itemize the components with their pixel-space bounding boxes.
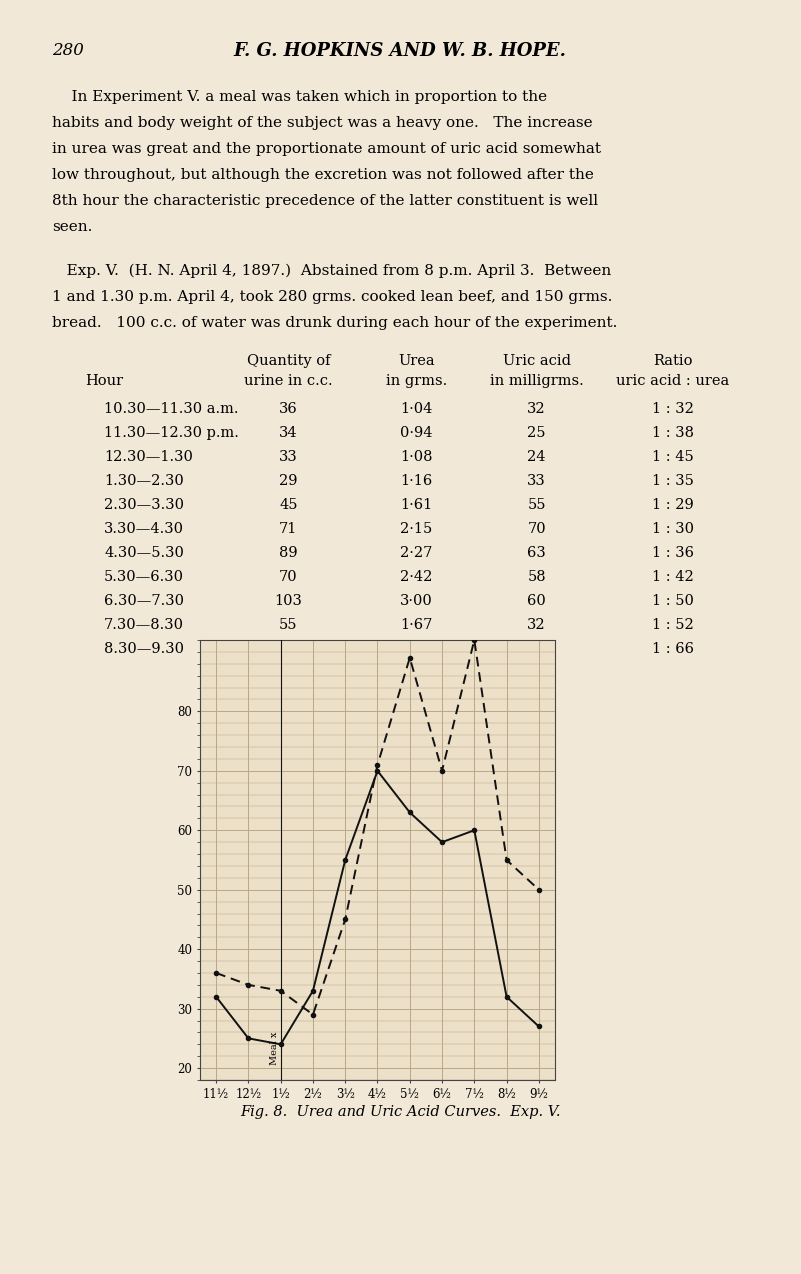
Text: habits and body weight of the subject was a heavy one.   The increase: habits and body weight of the subject wa… xyxy=(52,116,593,130)
Text: seen.: seen. xyxy=(52,220,92,234)
Text: 1 and 1.30 p.m. April 4, took 280 grms. cooked lean beef, and 150 grms.: 1 and 1.30 p.m. April 4, took 280 grms. … xyxy=(52,290,613,304)
Text: Hour: Hour xyxy=(85,375,123,389)
Text: 10.30—11.30 a.m.: 10.30—11.30 a.m. xyxy=(104,403,239,417)
Text: 33: 33 xyxy=(527,474,546,488)
Text: Quantity of: Quantity of xyxy=(247,354,330,368)
Text: 1 : 38: 1 : 38 xyxy=(652,426,694,440)
Text: 60: 60 xyxy=(527,594,546,608)
Text: In Experiment V. a meal was taken which in proportion to the: In Experiment V. a meal was taken which … xyxy=(52,90,547,104)
Text: low throughout, but although the excretion was not followed after the: low throughout, but although the excreti… xyxy=(52,168,594,182)
Text: 2.30—3.30: 2.30—3.30 xyxy=(104,498,184,512)
Text: 12.30—1.30: 12.30—1.30 xyxy=(104,450,193,464)
Text: 70: 70 xyxy=(279,569,298,583)
Text: 1 : 35: 1 : 35 xyxy=(652,474,694,488)
Text: 1 : 32: 1 : 32 xyxy=(652,403,694,417)
Text: Fig. 8.  Urea and Uric Acid Curves.  Exp. V.: Fig. 8. Urea and Uric Acid Curves. Exp. … xyxy=(239,1105,560,1119)
Text: 29: 29 xyxy=(279,474,298,488)
Text: 89: 89 xyxy=(279,547,298,561)
Text: 58: 58 xyxy=(527,569,546,583)
Text: F. G. HOPKINS AND W. B. HOPE.: F. G. HOPKINS AND W. B. HOPE. xyxy=(234,42,566,60)
Text: Ratio: Ratio xyxy=(653,354,693,368)
Text: 25: 25 xyxy=(527,426,546,440)
Text: 1 : 66: 1 : 66 xyxy=(652,642,694,656)
Text: 50: 50 xyxy=(279,642,298,656)
Text: 2·27: 2·27 xyxy=(400,547,433,561)
Text: Urea: Urea xyxy=(398,354,435,368)
Text: 33: 33 xyxy=(279,450,298,464)
Text: 1 : 36: 1 : 36 xyxy=(652,547,694,561)
Text: 32: 32 xyxy=(527,403,546,417)
Text: 1·61: 1·61 xyxy=(400,498,433,512)
Text: 1·16: 1·16 xyxy=(400,474,433,488)
Text: 70: 70 xyxy=(527,522,546,536)
Text: 32: 32 xyxy=(527,618,546,632)
Text: 2·15: 2·15 xyxy=(400,522,433,536)
Text: 27: 27 xyxy=(527,642,546,656)
Text: 11.30—12.30 p.m.: 11.30—12.30 p.m. xyxy=(104,426,239,440)
Text: 36: 36 xyxy=(279,403,298,417)
Text: 2·42: 2·42 xyxy=(400,569,433,583)
Text: in urea was great and the proportionate amount of uric acid somewhat: in urea was great and the proportionate … xyxy=(52,141,601,155)
Text: 55: 55 xyxy=(527,498,546,512)
Text: 5.30—6.30: 5.30—6.30 xyxy=(104,569,184,583)
Text: Uric acid: Uric acid xyxy=(503,354,570,368)
Text: Meal x: Meal x xyxy=(271,1032,280,1065)
Text: 3.30—4.30: 3.30—4.30 xyxy=(104,522,184,536)
Text: 1 : 42: 1 : 42 xyxy=(652,569,694,583)
Text: 1·04: 1·04 xyxy=(400,403,433,417)
Text: urine in c.c.: urine in c.c. xyxy=(244,375,332,389)
Text: 280: 280 xyxy=(52,42,84,59)
Text: 1 : 45: 1 : 45 xyxy=(652,450,694,464)
Text: uric acid : urea: uric acid : urea xyxy=(616,375,730,389)
Text: 1·08: 1·08 xyxy=(400,450,433,464)
Text: 71: 71 xyxy=(280,522,297,536)
Text: 34: 34 xyxy=(279,426,298,440)
Text: 63: 63 xyxy=(527,547,546,561)
Text: in grms.: in grms. xyxy=(386,375,447,389)
Text: 4.30—5.30: 4.30—5.30 xyxy=(104,547,184,561)
Text: 1.30—2.30: 1.30—2.30 xyxy=(104,474,184,488)
Text: 1 : 50: 1 : 50 xyxy=(652,594,694,608)
Text: 1 : 52: 1 : 52 xyxy=(652,618,694,632)
Text: 1·67: 1·67 xyxy=(400,618,433,632)
Text: 8.30—9.30: 8.30—9.30 xyxy=(104,642,184,656)
Text: 1 : 29: 1 : 29 xyxy=(652,498,694,512)
Text: 6.30—7.30: 6.30—7.30 xyxy=(104,594,184,608)
Text: 24: 24 xyxy=(527,450,546,464)
Text: 8th hour the characteristic precedence of the latter constituent is well: 8th hour the characteristic precedence o… xyxy=(52,194,598,208)
Text: 103: 103 xyxy=(275,594,302,608)
Text: 45: 45 xyxy=(279,498,298,512)
Text: 7.30—8.30: 7.30—8.30 xyxy=(104,618,184,632)
Text: 1·78: 1·78 xyxy=(400,642,433,656)
Text: 55: 55 xyxy=(279,618,298,632)
Text: bread.   100 c.c. of water was drunk during each hour of the experiment.: bread. 100 c.c. of water was drunk durin… xyxy=(52,316,618,330)
Text: in milligrms.: in milligrms. xyxy=(489,375,584,389)
Text: 1 : 30: 1 : 30 xyxy=(652,522,694,536)
Text: 3·00: 3·00 xyxy=(400,594,433,608)
Text: Exp. V.  (H. N. April 4, 1897.)  Abstained from 8 p.m. April 3.  Between: Exp. V. (H. N. April 4, 1897.) Abstained… xyxy=(52,264,611,279)
Text: 0·94: 0·94 xyxy=(400,426,433,440)
